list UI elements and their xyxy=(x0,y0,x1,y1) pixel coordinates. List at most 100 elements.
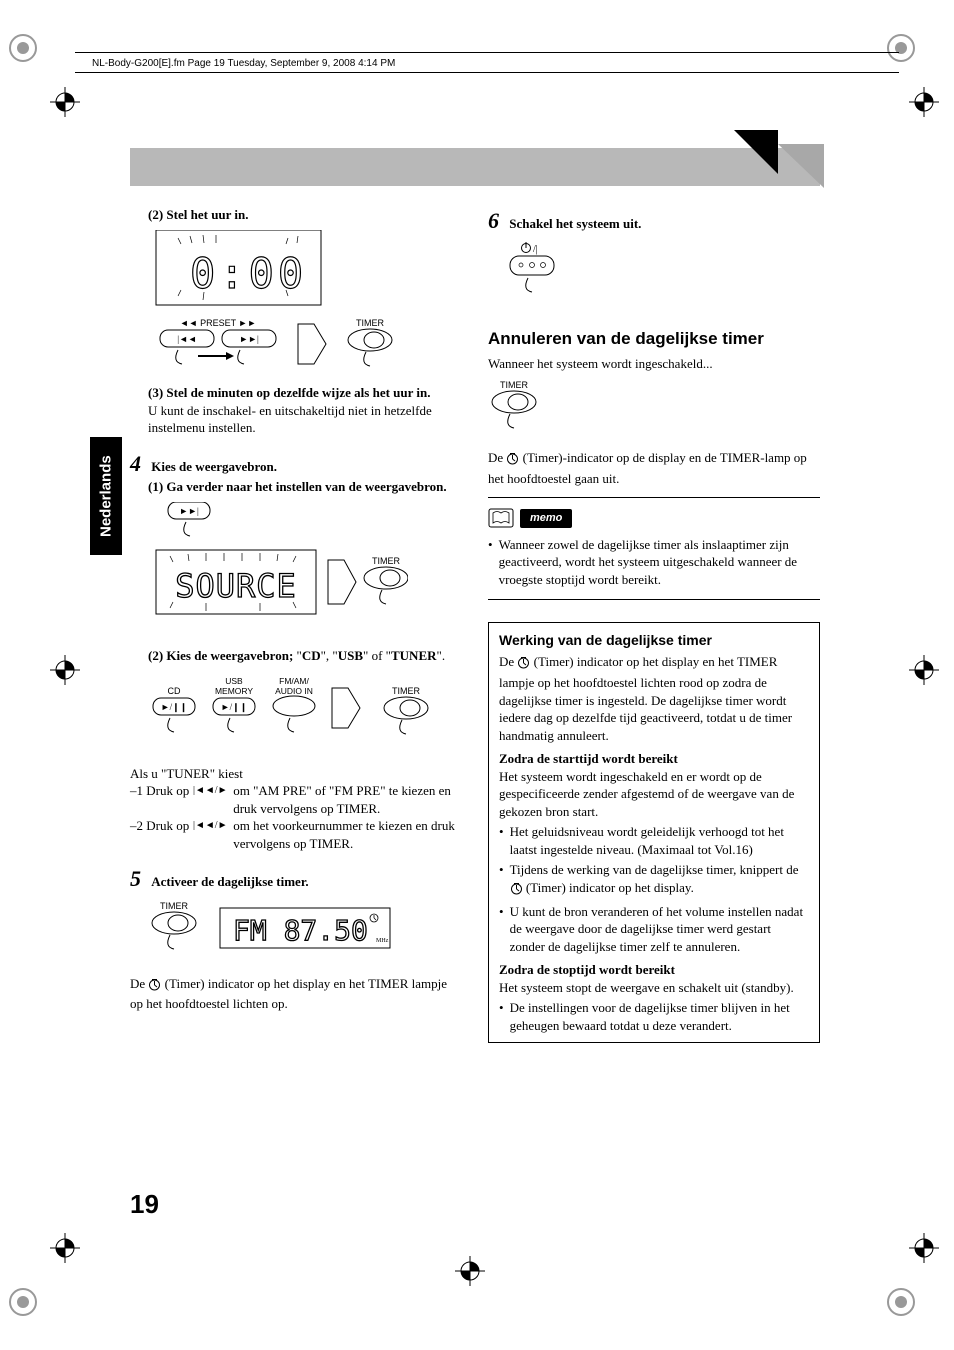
bullet-icon: • xyxy=(499,903,504,956)
prev-next-icon: |◄◄/►►| xyxy=(193,817,229,852)
step-number: 5 xyxy=(130,864,148,894)
svg-text:FM/AM/: FM/AM/ xyxy=(279,676,309,686)
corner-triangle-icon xyxy=(734,130,824,193)
svg-text:►►|: ►►| xyxy=(239,334,259,344)
substep-num: (1) xyxy=(148,479,163,494)
svg-text:MEMORY: MEMORY xyxy=(215,686,253,696)
set-hour-diagram: 0:00 ◄◄ PRESET ►► |◄◄ ►►| TIMER xyxy=(148,230,462,375)
prev-next-icon: |◄◄/►►| xyxy=(193,782,229,817)
box-b4: De instellingen voor de dagelijkse timer… xyxy=(510,999,809,1034)
reg-mark-icon xyxy=(883,30,919,66)
substep-text: Ga verder naar het instellen van de weer… xyxy=(166,479,446,494)
svg-text:►/❙❙: ►/❙❙ xyxy=(161,702,188,713)
crosshair-icon xyxy=(909,1233,939,1263)
tuner-d1-post: om "AM PRE" of "FM PRE" te kiezen en dru… xyxy=(233,782,462,817)
bullet-icon: • xyxy=(488,536,493,589)
source-buttons-diagram: CD ►/❙❙ USB MEMORY ►/❙❙ FM/AM/ AUDIO IN … xyxy=(148,670,462,755)
clock-icon xyxy=(517,656,530,674)
reg-mark-icon xyxy=(5,30,41,66)
step5-body-post: (Timer) indicator op het display en het … xyxy=(130,976,447,1012)
divider xyxy=(488,497,820,498)
header-rule xyxy=(75,52,899,53)
cancel-heading: Annuleren van de dagelijkse timer xyxy=(488,328,820,351)
section-bar xyxy=(130,148,820,186)
svg-text:TIMER: TIMER xyxy=(372,556,400,566)
cancel-body-pre: De xyxy=(488,450,506,465)
reg-mark-icon xyxy=(5,1284,41,1320)
svg-text:TIMER: TIMER xyxy=(500,380,528,390)
header-filename: NL-Body-G200[E].fm Page 19 Tuesday, Sept… xyxy=(92,58,395,69)
step5-diagram: TIMER FM 87.50 MHz xyxy=(148,900,462,965)
crosshair-icon xyxy=(455,1256,485,1286)
svg-text:CD: CD xyxy=(168,686,181,696)
svg-text:TIMER: TIMER xyxy=(356,318,384,328)
crosshair-icon xyxy=(909,655,939,685)
step-number: 4 xyxy=(130,449,148,479)
substep-text: "CD", "USB" of "TUNER". xyxy=(297,648,446,663)
box-p1-pre: De xyxy=(499,654,517,669)
step-title: Schakel het systeem uit. xyxy=(509,216,641,231)
left-column: (2) Stel het uur in. 0:00 ◄◄ PRESET ►► xyxy=(130,206,462,1043)
svg-text:0:00: 0:00 xyxy=(190,249,307,298)
clock-icon xyxy=(148,978,161,996)
power-diagram: /| xyxy=(506,242,820,307)
step-title: Kies de weergavebron. xyxy=(151,459,277,474)
substep-body: U kunt de inschakel- en uitschakeltijd n… xyxy=(148,402,462,437)
svg-text:►►|: ►►| xyxy=(179,506,199,516)
header-rule xyxy=(75,72,899,73)
svg-text:SOURCE: SOURCE xyxy=(175,567,297,605)
step5-body-pre: De xyxy=(130,976,148,991)
memo-label: memo xyxy=(520,509,572,528)
substep-num: (2) xyxy=(148,648,163,663)
svg-text:TIMER: TIMER xyxy=(160,901,188,911)
svg-text:AUDIO IN: AUDIO IN xyxy=(275,686,313,696)
svg-text:USB: USB xyxy=(225,676,243,686)
divider xyxy=(488,599,820,600)
box-h3: Zodra de stoptijd wordt bereikt xyxy=(499,961,809,979)
cancel-body-post: (Timer)-indicator op de display en de TI… xyxy=(488,450,807,486)
step-number: 6 xyxy=(488,206,506,236)
substep-num: (2) xyxy=(148,207,163,222)
clock-icon xyxy=(510,882,523,900)
bullet-icon: • xyxy=(499,861,504,899)
tuner-d2-post: om het voorkeurnummer te kiezen en druk … xyxy=(233,817,462,852)
box-p2: Het systeem wordt ingeschakeld en er wor… xyxy=(499,768,809,821)
substep-title: Stel het uur in. xyxy=(166,207,248,222)
tuner-intro: Als u "TUNER" kiest xyxy=(130,765,462,783)
source-diagram: ►►| SOURCE TIMER xyxy=(148,502,462,637)
book-icon xyxy=(488,508,514,528)
tuner-d1-pre: –1 Druk op xyxy=(130,782,189,817)
crosshair-icon xyxy=(50,655,80,685)
svg-text:|◄◄/►►|: |◄◄/►►| xyxy=(193,785,229,795)
substep-text: Kies de weergavebron; xyxy=(166,648,293,663)
box-b1: Het geluidsniveau wordt geleidelijk verh… xyxy=(510,823,809,858)
box-p1-post: (Timer) indicator op het display en het … xyxy=(499,654,792,742)
crosshair-icon xyxy=(909,87,939,117)
box-p3: Het systeem stopt de weergave en schakel… xyxy=(499,979,809,997)
substep-title: Stel de minuten op dezelfde wijze als he… xyxy=(166,385,430,400)
svg-text:FM 87.50: FM 87.50 xyxy=(233,914,368,947)
cancel-diagram: TIMER xyxy=(488,379,820,440)
language-tab: Nederlands xyxy=(90,437,122,555)
bullet-icon: • xyxy=(499,823,504,858)
crosshair-icon xyxy=(50,1233,80,1263)
memo-badge: memo xyxy=(488,508,572,528)
box-b2-post: (Timer) indicator op het display. xyxy=(526,880,694,895)
reg-mark-icon xyxy=(883,1284,919,1320)
right-column: 6 Schakel het systeem uit. /| Annuleren … xyxy=(488,206,820,1043)
svg-text:MHz: MHz xyxy=(376,938,389,944)
box-heading: Werking van de dagelijkse timer xyxy=(499,631,809,650)
box-h2: Zodra de starttijd wordt bereikt xyxy=(499,750,809,768)
substep-num: (3) xyxy=(148,385,163,400)
svg-text:|◄◄/►►|: |◄◄/►►| xyxy=(193,820,229,830)
crosshair-icon xyxy=(50,87,80,117)
step-title: Activeer de dagelijkse timer. xyxy=(151,874,308,889)
page-number: 19 xyxy=(130,1189,159,1220)
box-b2-pre: Tijdens de werking van de dagelijkse tim… xyxy=(510,862,799,877)
svg-text:►/❙❙: ►/❙❙ xyxy=(221,702,248,713)
svg-text:◄◄ PRESET ►►: ◄◄ PRESET ►► xyxy=(180,318,256,328)
cancel-intro: Wanneer het systeem wordt ingeschakeld..… xyxy=(488,355,820,373)
memo-bullet: Wanneer zowel de dagelijkse timer als in… xyxy=(499,536,820,589)
operation-box: Werking van de dagelijkse timer De (Time… xyxy=(488,622,820,1044)
svg-text:/|: /| xyxy=(533,244,538,255)
